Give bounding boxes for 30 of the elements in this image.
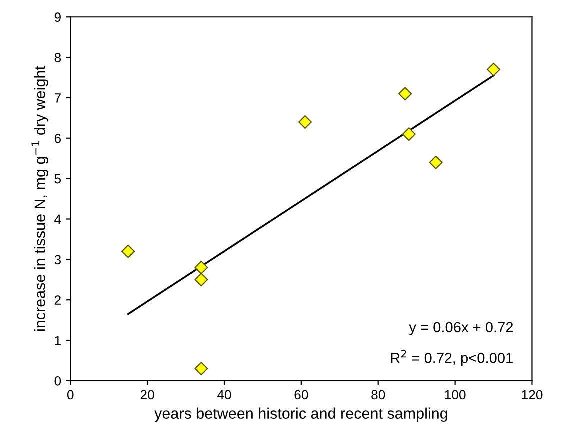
x-tick-label: 80 — [372, 390, 386, 400]
y-tick-label: 1 — [55, 336, 61, 346]
point — [194, 260, 208, 275]
point — [298, 115, 312, 129]
x-tick-label: 60 — [294, 390, 308, 400]
annotation: y = 0.06x + 0.72 — [409, 322, 514, 336]
point — [122, 244, 136, 258]
y-tick-label: 5 — [54, 174, 62, 184]
x-axis-title: years between historic and recent sampling — [154, 408, 448, 422]
y-tick-label: 0 — [54, 376, 62, 386]
y-axis-title: increase in tissue N, mg g$^{−1}$ dry weight — [32, 66, 49, 331]
point — [194, 273, 208, 287]
point — [429, 156, 443, 170]
point — [486, 62, 501, 76]
x-tick-label: 0 — [67, 390, 74, 400]
point — [398, 87, 412, 101]
point — [194, 362, 208, 376]
annotation: R$^{2}$ = 0.72, p<0.001 — [391, 350, 513, 366]
y-tick-label: 4 — [54, 214, 62, 224]
x-tick-label: 20 — [140, 390, 154, 400]
y-tick-label: 8 — [54, 53, 62, 62]
x-tick-label: 120 — [522, 390, 543, 400]
y-tick-label: 3 — [54, 255, 62, 265]
y-tick-label: 9 — [54, 12, 61, 22]
point — [402, 128, 416, 142]
y-tick-label: 2 — [54, 296, 61, 305]
x-tick-label: 40 — [217, 390, 232, 400]
y-tick-label: 7 — [54, 94, 61, 103]
x-tick-label: 100 — [445, 390, 466, 400]
y-tick-label: 6 — [54, 134, 62, 144]
